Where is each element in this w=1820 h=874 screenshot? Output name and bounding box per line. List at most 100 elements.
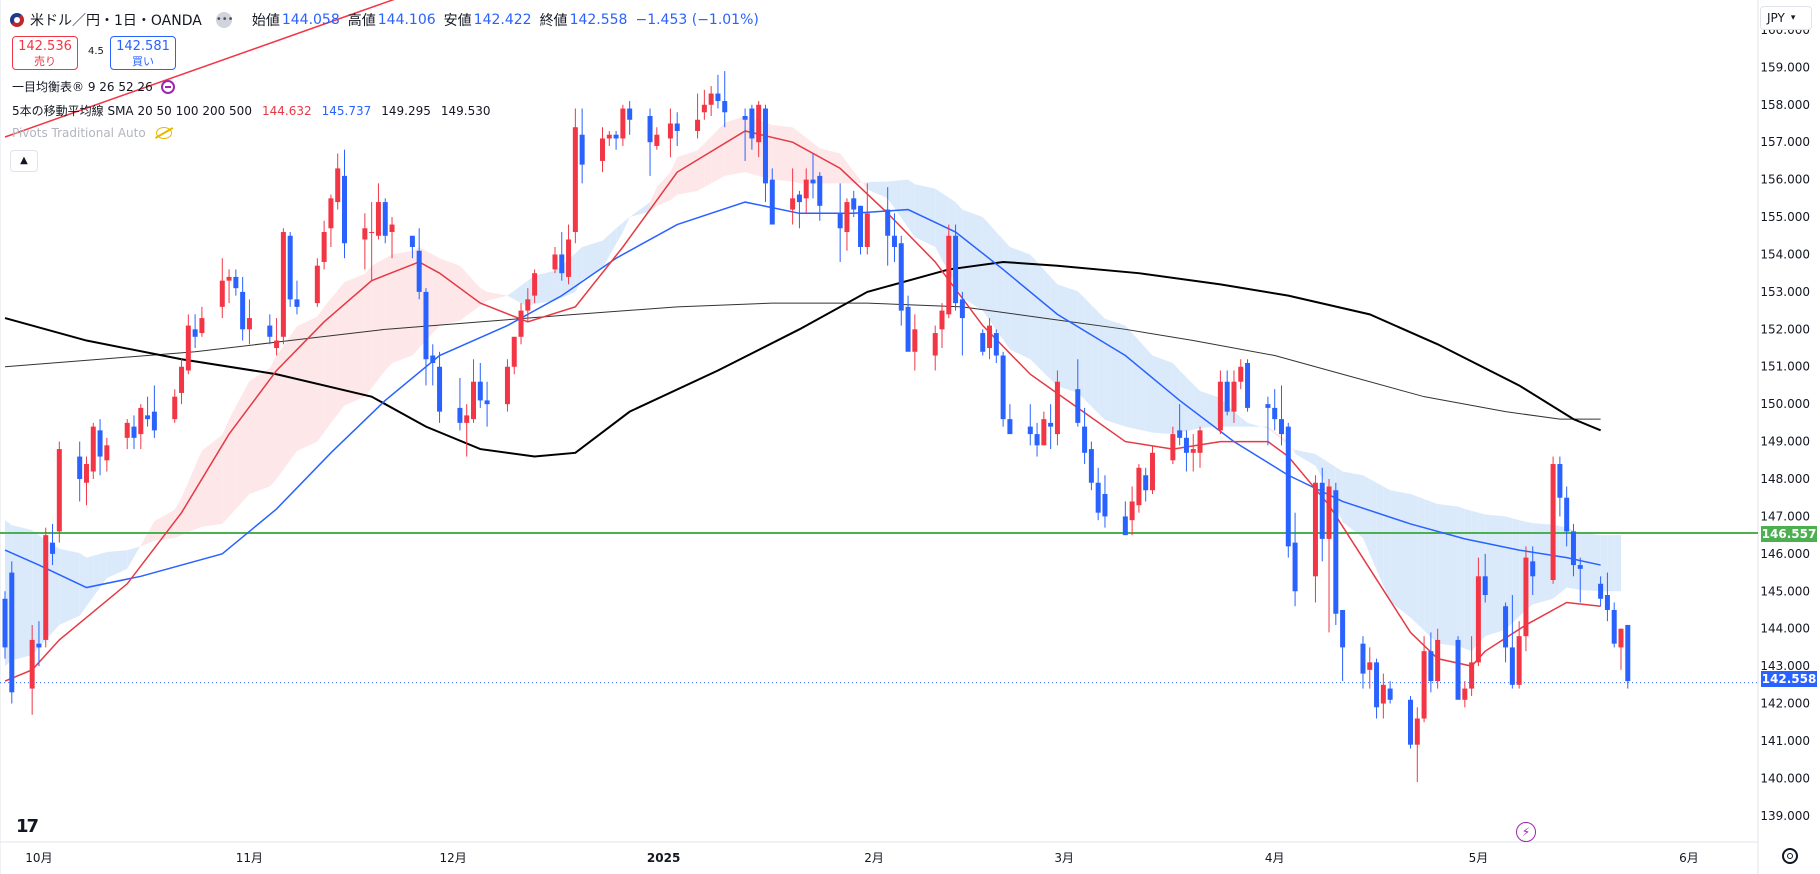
- lightning-icon[interactable]: ⚡: [1516, 822, 1536, 842]
- candle-up: [29, 639, 35, 689]
- cloud-bear-segment: [1532, 523, 1554, 605]
- more-icon[interactable]: •••: [215, 12, 234, 28]
- candle-up: [1231, 381, 1237, 412]
- cloud-bull-segment: [330, 290, 338, 423]
- candle-down: [613, 134, 619, 139]
- candle-up: [185, 325, 191, 371]
- candle-up: [219, 280, 225, 307]
- indicator-status-icon[interactable]: [160, 79, 175, 94]
- flag-icon: [10, 13, 24, 27]
- candle-down: [1530, 561, 1536, 577]
- cloud-bull-segment: [466, 273, 474, 316]
- cloud-bull-segment: [459, 265, 467, 321]
- cloud-bear-segment: [1322, 458, 1330, 491]
- cloud-bear-segment: [996, 232, 1004, 340]
- candle-up: [43, 535, 49, 640]
- candle-down: [1095, 482, 1101, 513]
- collapse-legend-button[interactable]: ▲: [10, 150, 38, 172]
- cloud-bull-segment: [677, 150, 698, 195]
- candle-down: [953, 235, 959, 304]
- price-tick-label: 155.000: [1760, 210, 1810, 224]
- candle-down: [1177, 430, 1183, 438]
- candle-down: [416, 250, 422, 292]
- cloud-bear-segment: [1098, 311, 1105, 420]
- cloud-bull-segment: [385, 254, 393, 371]
- cloud-bull-segment: [222, 419, 230, 524]
- cloud-bear-segment: [894, 180, 902, 218]
- candle-up: [138, 407, 144, 435]
- symbol-name[interactable]: 米ドル／円・1日・OANDA: [30, 13, 202, 29]
- candle-up: [1550, 464, 1556, 581]
- hidden-eye-icon[interactable]: [155, 127, 172, 139]
- cloud-bear-segment: [1179, 370, 1187, 433]
- cloud-bear-segment: [1464, 508, 1472, 652]
- tradingview-logo[interactable]: 17: [16, 816, 39, 837]
- price-tick-label: 156.000: [1760, 173, 1810, 187]
- cloud-bull-segment: [860, 180, 868, 190]
- time-tick-label: 12月: [439, 851, 466, 865]
- cloud-bear-segment: [629, 202, 651, 218]
- candle-down: [1122, 516, 1128, 536]
- candle-down: [762, 108, 768, 184]
- candle-down: [233, 276, 239, 289]
- cloud-bull-segment: [235, 393, 243, 509]
- pivots-legend[interactable]: Pivots Traditional Auto: [12, 126, 172, 140]
- buy-button[interactable]: 142.581 買い: [110, 36, 176, 70]
- candle-down: [430, 355, 436, 363]
- candle-down: [1340, 609, 1346, 648]
- cloud-bear-segment: [1186, 377, 1194, 432]
- candle-down: [898, 243, 904, 311]
- cloud-bear-segment: [1607, 535, 1615, 592]
- price-tick-label: 143.000: [1760, 659, 1810, 673]
- candle-down: [742, 116, 748, 120]
- cloud-bear-segment: [1512, 518, 1520, 624]
- cloud-bear-segment: [1138, 340, 1146, 432]
- horizontal-line-price-tag: 146.557: [1761, 526, 1817, 542]
- candle-down: [294, 299, 300, 307]
- cloud-bull-segment: [799, 132, 807, 184]
- candle-up: [525, 299, 531, 311]
- sma100-line: [4, 260, 1602, 458]
- cloud-bull-segment: [650, 187, 657, 212]
- cloud-bear-segment: [867, 181, 888, 199]
- settings-gear-icon[interactable]: [1782, 848, 1798, 864]
- cloud-bear-segment: [1362, 475, 1370, 554]
- candle-up: [504, 366, 510, 405]
- candle-down: [1000, 355, 1006, 420]
- sma-legend[interactable]: 5本の移動平均線 SMA 20 50 100 200 500 144.632 1…: [12, 102, 490, 119]
- sma20-line: [4, 130, 1601, 682]
- cloud-bear-segment: [1417, 496, 1425, 631]
- trend-line-extension: [329, 0, 395, 23]
- candle-down: [1272, 407, 1278, 420]
- cloud-bull-segment: [432, 254, 440, 334]
- candle-down: [1455, 639, 1461, 700]
- cloud-bull-segment: [724, 116, 746, 176]
- sell-button[interactable]: 142.536 売り: [12, 36, 78, 70]
- sma20-value: 144.632: [261, 103, 312, 118]
- cloud-bull-segment: [806, 137, 813, 184]
- cloud-bear-segment: [1084, 298, 1092, 407]
- candle-up: [464, 415, 470, 423]
- cloud-bear-segment: [1247, 422, 1268, 429]
- price-tick-label: 147.000: [1760, 509, 1810, 523]
- candle-up: [532, 273, 538, 296]
- cloud-bull-segment: [487, 291, 508, 301]
- ichimoku-legend[interactable]: 一目均衡表® 9 26 52 26: [12, 78, 175, 95]
- candle-down: [1570, 531, 1576, 566]
- candle-up: [708, 93, 714, 105]
- candle-down: [885, 209, 891, 236]
- cloud-bull-segment: [792, 127, 800, 184]
- time-tick-label: 6月: [1679, 851, 1699, 865]
- cloud-bear-segment: [106, 550, 128, 579]
- cloud-bear-segment: [11, 525, 33, 661]
- candle-down: [457, 407, 463, 423]
- candle-down: [1509, 647, 1515, 685]
- cloud-bull-segment: [229, 406, 236, 517]
- candle-up: [518, 310, 524, 337]
- candle-down: [287, 235, 293, 300]
- currency-selector[interactable]: JPY: [1760, 6, 1812, 30]
- cloud-bear-segment: [1383, 486, 1391, 602]
- candle-down: [382, 202, 388, 236]
- price-tick-label: 158.000: [1760, 98, 1810, 112]
